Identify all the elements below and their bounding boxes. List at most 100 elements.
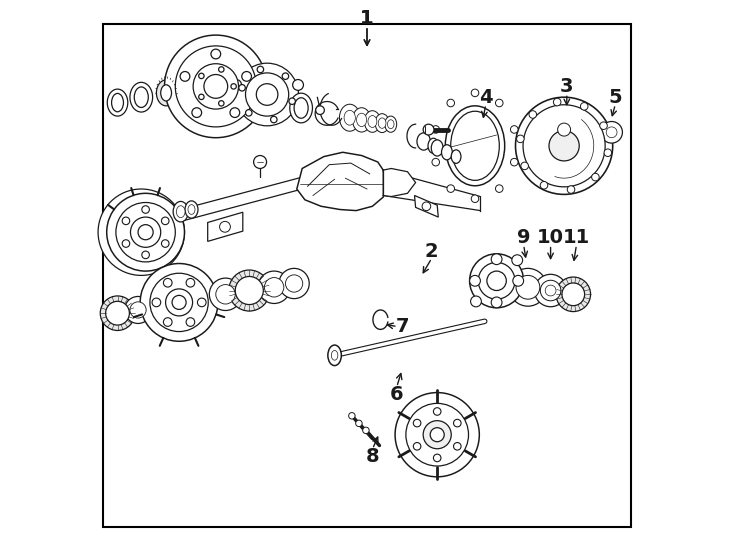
Circle shape bbox=[430, 428, 444, 442]
Text: 1: 1 bbox=[360, 9, 374, 29]
Circle shape bbox=[241, 71, 252, 81]
Circle shape bbox=[172, 295, 186, 309]
Circle shape bbox=[487, 271, 506, 291]
Circle shape bbox=[116, 202, 175, 262]
Circle shape bbox=[140, 264, 218, 341]
Text: 1: 1 bbox=[360, 9, 374, 29]
Circle shape bbox=[282, 73, 288, 79]
Ellipse shape bbox=[451, 150, 461, 163]
Text: 8: 8 bbox=[366, 447, 379, 466]
Circle shape bbox=[422, 202, 431, 211]
Circle shape bbox=[604, 149, 611, 157]
Ellipse shape bbox=[134, 87, 148, 107]
Circle shape bbox=[406, 403, 468, 466]
Circle shape bbox=[553, 98, 561, 106]
Circle shape bbox=[545, 285, 556, 296]
Circle shape bbox=[470, 296, 482, 307]
Ellipse shape bbox=[375, 114, 389, 132]
Circle shape bbox=[600, 122, 607, 130]
Circle shape bbox=[254, 156, 266, 168]
Ellipse shape bbox=[156, 80, 176, 106]
Circle shape bbox=[164, 318, 172, 326]
Ellipse shape bbox=[290, 93, 313, 123]
Ellipse shape bbox=[328, 345, 341, 366]
Ellipse shape bbox=[368, 116, 377, 127]
Circle shape bbox=[516, 275, 539, 299]
Circle shape bbox=[558, 123, 570, 136]
Circle shape bbox=[101, 296, 135, 330]
Circle shape bbox=[510, 158, 518, 166]
Circle shape bbox=[581, 103, 588, 110]
Circle shape bbox=[512, 255, 523, 266]
Text: 9: 9 bbox=[517, 228, 531, 247]
Circle shape bbox=[235, 276, 264, 305]
Ellipse shape bbox=[385, 116, 396, 132]
Polygon shape bbox=[415, 195, 438, 217]
Circle shape bbox=[470, 275, 480, 286]
Ellipse shape bbox=[176, 206, 185, 218]
Circle shape bbox=[122, 240, 130, 247]
Circle shape bbox=[540, 181, 548, 189]
Ellipse shape bbox=[344, 110, 355, 125]
Circle shape bbox=[471, 89, 479, 97]
Text: 4: 4 bbox=[479, 87, 493, 107]
Text: 10: 10 bbox=[537, 228, 564, 247]
Circle shape bbox=[517, 135, 524, 143]
Ellipse shape bbox=[432, 140, 443, 156]
Circle shape bbox=[219, 100, 224, 106]
Circle shape bbox=[150, 273, 208, 332]
Circle shape bbox=[245, 73, 288, 116]
Circle shape bbox=[413, 419, 421, 427]
Text: 7: 7 bbox=[396, 317, 409, 336]
Ellipse shape bbox=[451, 111, 499, 180]
Ellipse shape bbox=[442, 145, 452, 160]
Circle shape bbox=[180, 71, 190, 81]
Polygon shape bbox=[208, 212, 243, 241]
Circle shape bbox=[152, 298, 161, 307]
Circle shape bbox=[495, 99, 503, 107]
Circle shape bbox=[447, 185, 454, 192]
Circle shape bbox=[204, 75, 228, 98]
Circle shape bbox=[454, 443, 461, 450]
Circle shape bbox=[540, 280, 561, 301]
Circle shape bbox=[230, 108, 240, 118]
Ellipse shape bbox=[339, 104, 360, 131]
Ellipse shape bbox=[388, 120, 394, 129]
Circle shape bbox=[316, 106, 324, 114]
Circle shape bbox=[186, 318, 195, 326]
Circle shape bbox=[454, 419, 461, 427]
Circle shape bbox=[413, 443, 421, 450]
Ellipse shape bbox=[446, 106, 505, 186]
Ellipse shape bbox=[294, 98, 308, 118]
Circle shape bbox=[197, 298, 206, 307]
Circle shape bbox=[216, 285, 235, 304]
Circle shape bbox=[130, 302, 146, 318]
Polygon shape bbox=[383, 170, 480, 211]
Ellipse shape bbox=[364, 111, 380, 132]
Circle shape bbox=[264, 278, 284, 297]
Circle shape bbox=[601, 122, 622, 143]
Circle shape bbox=[433, 408, 441, 415]
Circle shape bbox=[363, 427, 369, 434]
Circle shape bbox=[510, 126, 518, 133]
Circle shape bbox=[219, 67, 224, 72]
Text: 6: 6 bbox=[390, 384, 404, 404]
Text: 3: 3 bbox=[560, 77, 573, 96]
Ellipse shape bbox=[185, 201, 198, 218]
Circle shape bbox=[230, 79, 241, 90]
Circle shape bbox=[556, 277, 591, 312]
Circle shape bbox=[592, 173, 599, 181]
Circle shape bbox=[219, 221, 230, 232]
Circle shape bbox=[562, 283, 584, 306]
Circle shape bbox=[471, 195, 479, 202]
Ellipse shape bbox=[428, 138, 439, 153]
Circle shape bbox=[161, 217, 169, 225]
Ellipse shape bbox=[188, 205, 195, 214]
Circle shape bbox=[258, 271, 291, 303]
Circle shape bbox=[509, 268, 547, 306]
Circle shape bbox=[432, 126, 440, 133]
Ellipse shape bbox=[112, 93, 123, 112]
Polygon shape bbox=[297, 152, 386, 211]
Polygon shape bbox=[178, 177, 302, 221]
Circle shape bbox=[470, 254, 523, 308]
